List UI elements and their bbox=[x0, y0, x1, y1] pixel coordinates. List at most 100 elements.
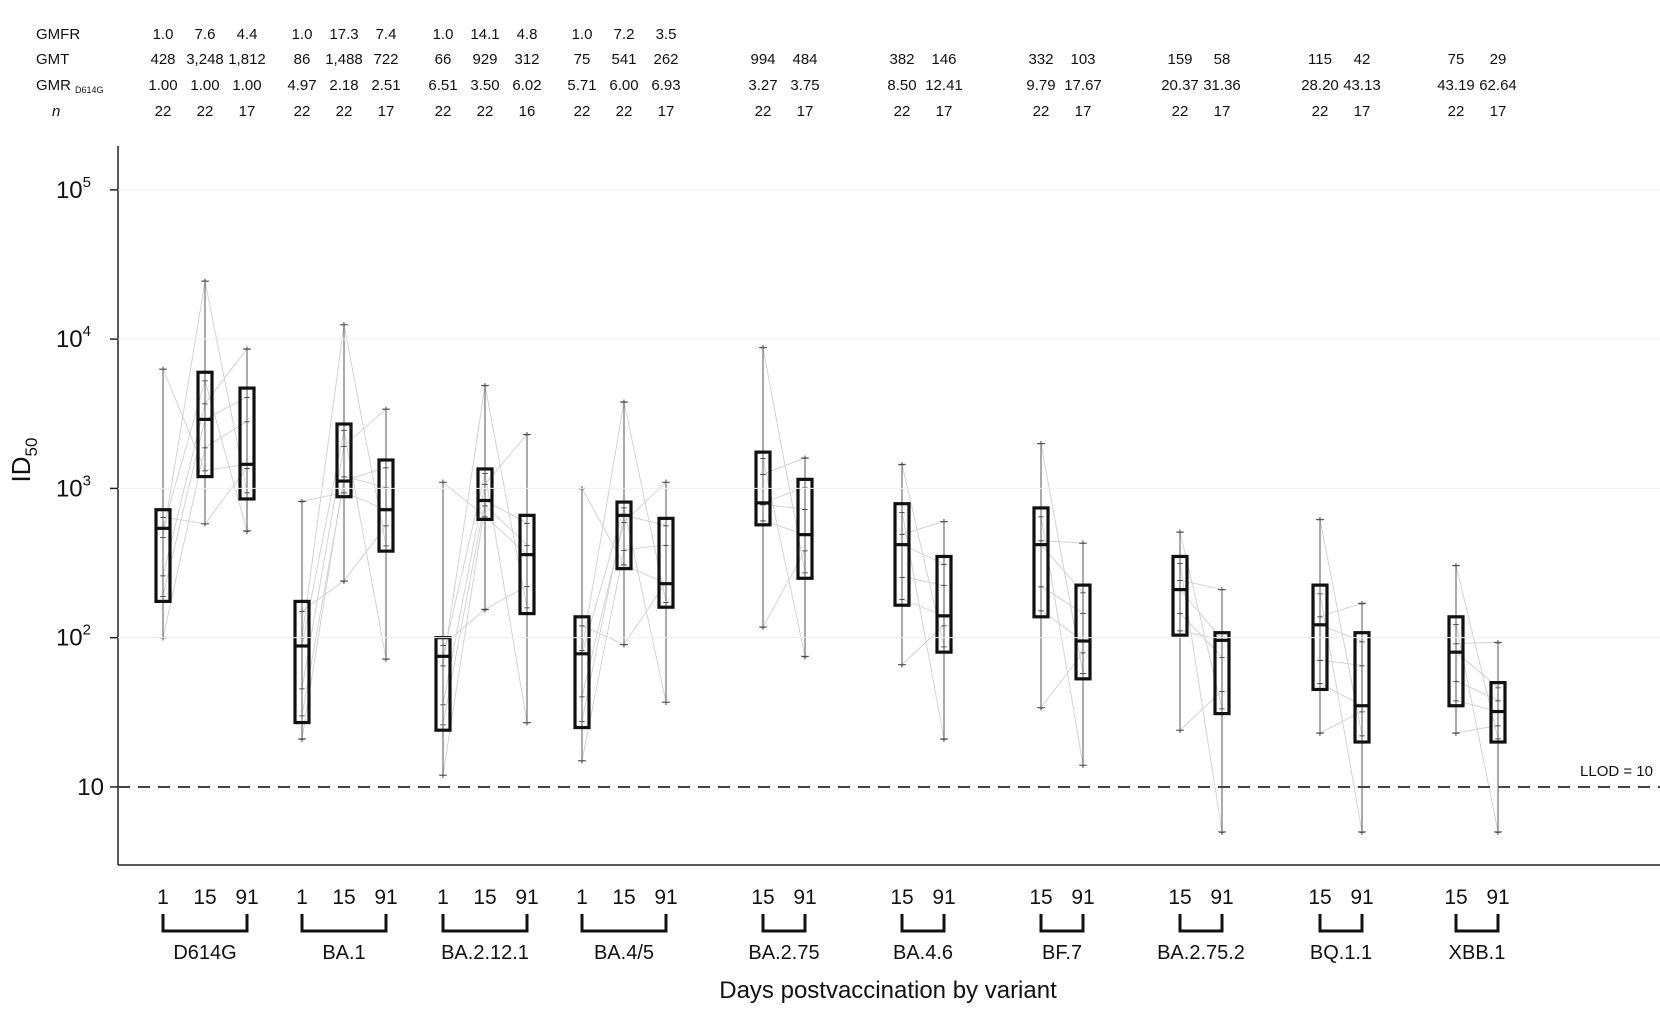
x-tick-day: 1 bbox=[296, 886, 308, 909]
variant-label: D614G bbox=[173, 942, 236, 964]
stat-n-value: 22 bbox=[155, 103, 172, 120]
trajectory-line bbox=[442, 385, 486, 666]
box-iqr bbox=[238, 386, 256, 501]
stat-n-value: 17 bbox=[1214, 103, 1231, 120]
stat-gmr-value: 2.51 bbox=[371, 77, 400, 94]
box-iqr bbox=[335, 422, 353, 499]
stat-gmr-value: 1.00 bbox=[190, 77, 219, 94]
variant-label: BQ.1.1 bbox=[1310, 942, 1372, 964]
stat-n-value: 17 bbox=[936, 103, 953, 120]
data-point: + bbox=[579, 756, 585, 768]
stat-gmt-value: 86 bbox=[294, 51, 311, 68]
stat-gmt-value: 66 bbox=[435, 51, 452, 68]
stat-gmfr-value: 1.0 bbox=[292, 26, 313, 43]
box-iqr bbox=[893, 502, 911, 607]
data-point: + bbox=[1453, 728, 1459, 740]
stat-n-value: 17 bbox=[1354, 103, 1371, 120]
data-point: + bbox=[299, 734, 305, 746]
stat-gmt-value: 159 bbox=[1167, 51, 1192, 68]
y-tick-exponent: 2 bbox=[83, 622, 91, 639]
group-bracket bbox=[1318, 914, 1364, 933]
stat-gmr-value: 6.51 bbox=[428, 77, 457, 94]
stat-gmt-value: 332 bbox=[1028, 51, 1053, 68]
y-axis-title-subscript: 50 bbox=[22, 438, 41, 457]
stat-gmt-value: 75 bbox=[1448, 51, 1465, 68]
x-tick-day: 15 bbox=[890, 886, 913, 909]
box-iqr bbox=[1353, 631, 1371, 744]
stat-n-value: 17 bbox=[378, 103, 395, 120]
stat-gmt-value: 929 bbox=[472, 51, 497, 68]
data-point: + bbox=[1038, 703, 1044, 715]
x-tick-day: 1 bbox=[157, 886, 169, 909]
y-axis-title: ID50 bbox=[6, 438, 41, 483]
stat-n-value: 22 bbox=[616, 103, 633, 120]
stat-gmt-value: 115 bbox=[1308, 51, 1332, 68]
box-iqr bbox=[1171, 554, 1189, 637]
data-point: + bbox=[383, 654, 389, 666]
stat-gmr-value: 8.50 bbox=[887, 77, 916, 94]
stat-n-value: 17 bbox=[658, 103, 675, 120]
box-iqr bbox=[154, 508, 172, 604]
box-iqr bbox=[615, 500, 633, 571]
stat-gmt-value: 262 bbox=[653, 51, 678, 68]
stat-gmr-value: 1.00 bbox=[148, 77, 177, 94]
stat-gmfr-value: 17.3 bbox=[329, 26, 358, 43]
stat-gmr-value: 1.00 bbox=[232, 77, 261, 94]
stat-gmfr-value: 3.5 bbox=[656, 26, 677, 43]
x-tick-day: 91 bbox=[374, 886, 397, 909]
x-tick-day: 91 bbox=[1071, 886, 1094, 909]
data-point: + bbox=[524, 718, 530, 730]
data-point: + bbox=[760, 622, 766, 634]
x-tick-day: 15 bbox=[751, 886, 774, 909]
data-point: + bbox=[802, 651, 808, 663]
stat-gmfr-value: 1.0 bbox=[153, 26, 174, 43]
stat-gmr-value: 31.36 bbox=[1203, 77, 1241, 94]
stat-n-value: 22 bbox=[197, 103, 214, 120]
y-tick-label: 104 bbox=[56, 323, 91, 353]
stat-gmt-value: 428 bbox=[150, 51, 175, 68]
stat-gmt-value: 146 bbox=[931, 51, 956, 68]
x-tick-day: 1 bbox=[437, 886, 449, 909]
stat-n-value: 17 bbox=[1075, 103, 1092, 120]
x-tick-day: 91 bbox=[515, 886, 538, 909]
x-tick-day: 15 bbox=[1029, 886, 1052, 909]
stat-gmfr-value: 4.4 bbox=[237, 26, 258, 43]
y-tick-exponent: 4 bbox=[83, 323, 91, 340]
group-bracket bbox=[300, 914, 388, 933]
stat-gmt-value: 1,488 bbox=[325, 51, 363, 68]
row-label-gmt: GMT bbox=[36, 51, 69, 68]
x-tick-day: 15 bbox=[193, 886, 216, 909]
x-tick-day: 91 bbox=[1210, 886, 1233, 909]
data-point: + bbox=[1219, 827, 1225, 839]
data-point: + bbox=[1080, 760, 1086, 772]
x-tick-day: 1 bbox=[576, 886, 588, 909]
stat-n-value: 22 bbox=[477, 103, 494, 120]
row-label-gmr-subscript: D614G bbox=[75, 85, 104, 95]
row-label-n: n bbox=[52, 103, 60, 120]
stat-gmr-value: 6.93 bbox=[651, 77, 680, 94]
stat-n-value: 17 bbox=[1490, 103, 1507, 120]
variant-label: BA.4.6 bbox=[893, 942, 953, 964]
stat-n-value: 22 bbox=[894, 103, 911, 120]
x-tick-day: 91 bbox=[1486, 886, 1509, 909]
group-bracket bbox=[441, 914, 529, 933]
stat-n-value: 22 bbox=[1448, 103, 1465, 120]
trajectory-line bbox=[162, 280, 206, 538]
box-iqr bbox=[935, 554, 953, 654]
box-iqr bbox=[518, 513, 536, 616]
y-tick-label: 105 bbox=[56, 174, 91, 204]
variant-label: BA.2.75.2 bbox=[1157, 942, 1245, 964]
box-iqr bbox=[293, 599, 311, 725]
data-point: + bbox=[1495, 827, 1501, 839]
data-point: + bbox=[899, 660, 905, 672]
x-tick-day: 15 bbox=[1308, 886, 1331, 909]
group-bracket bbox=[761, 914, 807, 933]
data-point: + bbox=[244, 526, 250, 538]
box-plots bbox=[154, 280, 1507, 833]
stat-gmt-value: 382 bbox=[889, 51, 914, 68]
stat-gmr-value: 3.27 bbox=[748, 77, 777, 94]
stat-gmr-value: 3.75 bbox=[790, 77, 819, 94]
stat-gmr-value: 3.50 bbox=[470, 77, 499, 94]
variant-label: BA.2.75 bbox=[748, 942, 819, 964]
